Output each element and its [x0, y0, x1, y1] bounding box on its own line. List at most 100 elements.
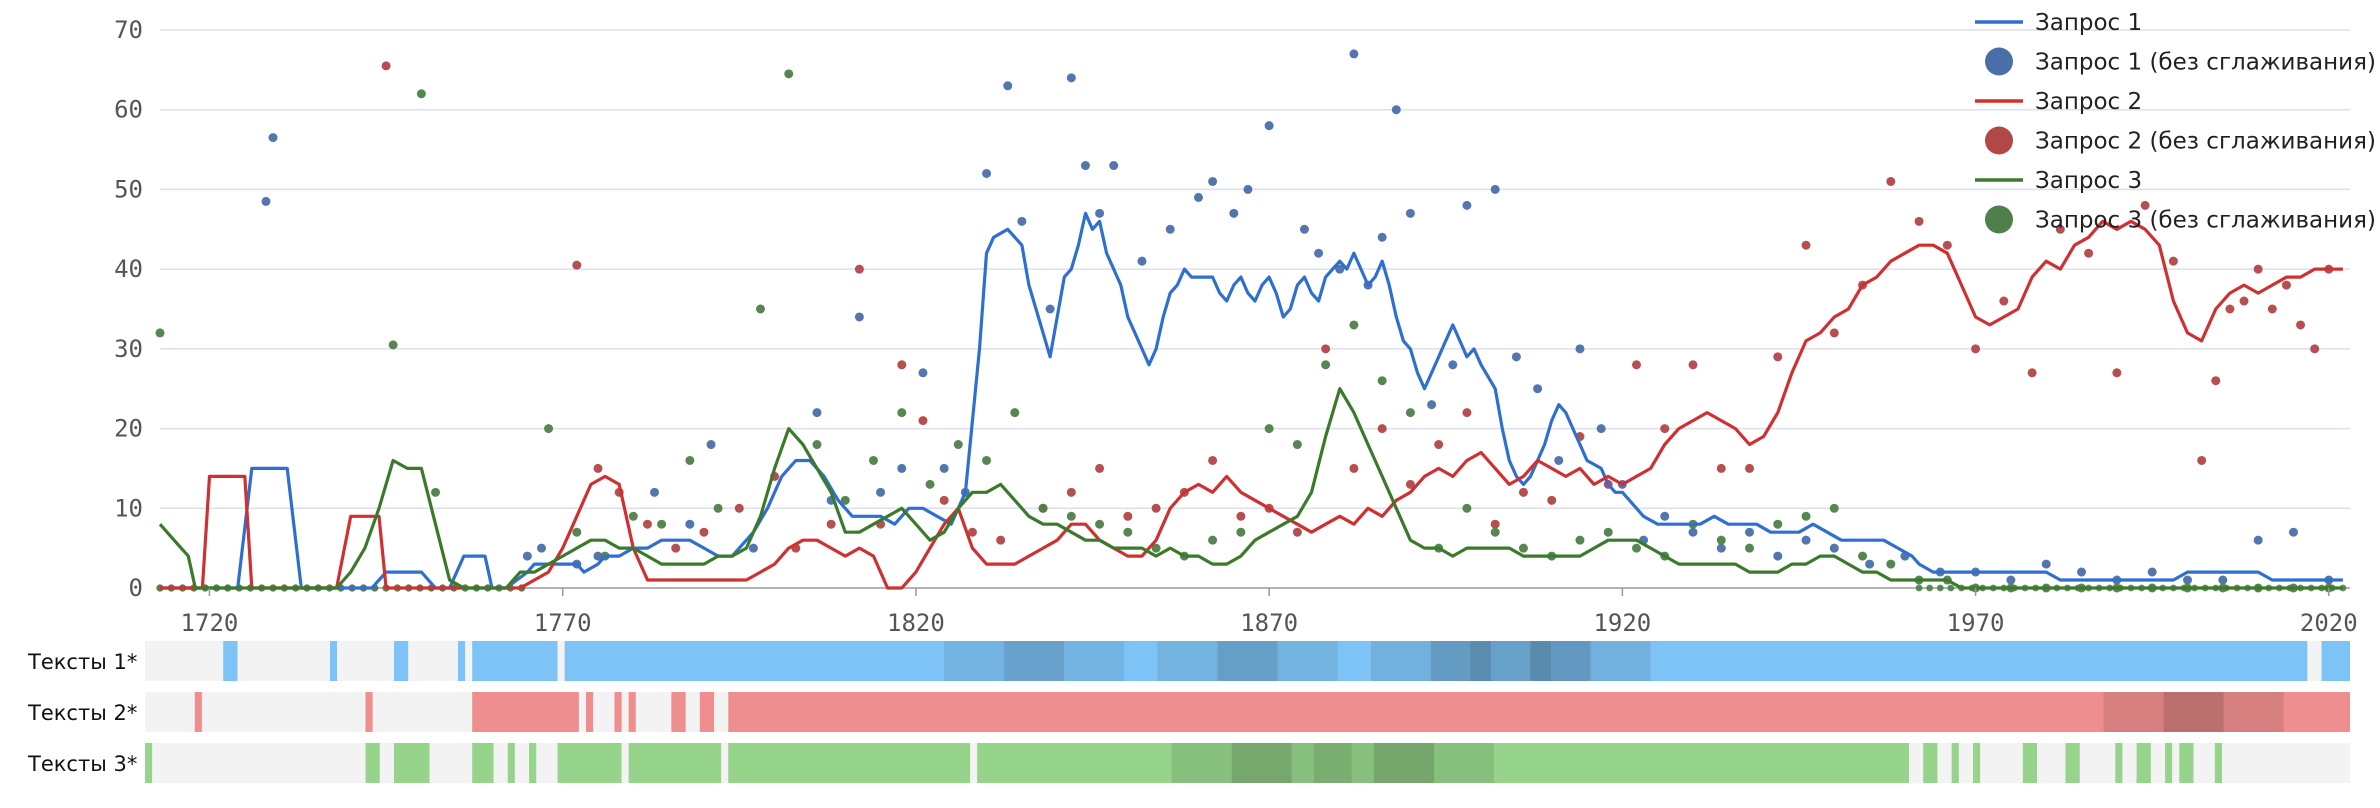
scatter-point: [1533, 384, 1543, 394]
strip-segment: [2065, 743, 2080, 783]
strip-density-band: [1004, 641, 1065, 681]
strip-segment: [628, 743, 722, 783]
strip-segment: [557, 743, 622, 783]
scatter-point: [2288, 527, 2298, 537]
scatter-point: [2077, 567, 2087, 577]
scatter-point: [1335, 264, 1345, 274]
legend-dot-swatch: [1985, 47, 2013, 76]
scatter-point: [897, 360, 907, 370]
scatter-point: [1017, 216, 1027, 226]
scatter-point: [812, 440, 822, 450]
scatter-point: [1066, 511, 1076, 521]
scatter-point: [1377, 376, 1387, 386]
x-tick-label: 1720: [181, 609, 239, 637]
scatter-point: [939, 495, 949, 505]
scatter-point: [1066, 487, 1076, 497]
legend-item[interactable]: Запрос 3: [1975, 168, 2142, 194]
scatter-point: [1829, 328, 1839, 338]
scatter-point: [2339, 584, 2347, 592]
strip-segment: [2022, 743, 2038, 783]
strip-density-band: [2103, 692, 2284, 732]
strip-segment: [728, 692, 2350, 732]
y-tick-label: 20: [114, 415, 143, 443]
scatter-point: [1936, 584, 1944, 592]
scatter-point: [431, 487, 441, 497]
legend-label: Запрос 2 (без сглаживания): [2035, 129, 2376, 155]
scatter-point: [1575, 535, 1585, 545]
strip-segment: [145, 743, 153, 783]
scatter-point: [1434, 440, 1444, 450]
strip-label: Тексты 3*: [27, 752, 137, 776]
scatter-point: [2281, 280, 2291, 290]
scatter-point: [982, 455, 992, 465]
legend-label: Запрос 2: [2035, 89, 2142, 115]
y-tick-label: 60: [114, 96, 143, 124]
scatter-point: [2253, 535, 2263, 545]
scatter-point: [1462, 200, 1472, 210]
scatter-point: [1236, 527, 1246, 537]
scatter-point: [1264, 424, 1274, 434]
scatter-point: [1349, 320, 1359, 330]
scatter-point: [1123, 527, 1133, 537]
scatter-point: [1603, 527, 1613, 537]
strip-segment: [699, 692, 715, 732]
scatter-point: [2027, 368, 2037, 378]
strip-segment: [472, 692, 579, 732]
legend-item[interactable]: Запрос 2: [1975, 89, 2142, 115]
scatter-point: [1151, 543, 1161, 553]
legend-item[interactable]: Запрос 1: [1975, 10, 2142, 36]
scatter-point: [840, 495, 850, 505]
legend-item[interactable]: Запрос 2 (без сглаживания): [1985, 126, 2376, 155]
x-tick-label: 2020: [2300, 609, 2358, 637]
scatter-point: [2041, 559, 2051, 569]
strip-segment: [2136, 743, 2151, 783]
scatter-point: [1448, 360, 1458, 370]
strip-segment: [194, 692, 202, 732]
scatter-point: [1801, 511, 1811, 521]
legend-item[interactable]: Запрос 1 (без сглаживания): [1985, 47, 2376, 76]
scatter-point: [1109, 161, 1119, 171]
scatter-point: [918, 368, 928, 378]
chart-legend[interactable]: Запрос 1 Запрос 1 (без сглаживания) Запрос…: [1975, 10, 2376, 234]
scatter-point: [854, 312, 864, 322]
scatter-point: [2183, 575, 2193, 585]
scatter-point: [2225, 304, 2235, 314]
scatter-point: [953, 440, 963, 450]
scatter-point: [1193, 192, 1203, 202]
legend-label: Запрос 1 (без сглаживания): [2035, 50, 2376, 76]
series-layer: [155, 49, 2347, 593]
scatter-point: [2140, 200, 2150, 210]
scatter-point: [1080, 161, 1090, 171]
y-tick-label: 50: [114, 175, 143, 203]
scatter-point: [1801, 240, 1811, 250]
scatter-point: [1165, 224, 1175, 234]
scatter-point: [268, 133, 278, 143]
strip-segment: [628, 692, 636, 732]
scatter-point: [1349, 49, 1359, 59]
scatter-point: [1716, 543, 1726, 553]
scatter-point: [1151, 503, 1161, 513]
scatter-point: [685, 519, 695, 529]
text-density-strip-3: Тексты 3*: [27, 743, 2350, 783]
scatter-point: [2147, 567, 2157, 577]
scatter-point: [967, 527, 977, 537]
scatter-point: [748, 543, 758, 553]
scatter-point: [155, 328, 165, 338]
scatter-point: [1321, 344, 1331, 354]
series-line-2: [160, 219, 2343, 590]
strip-segment: [529, 743, 537, 783]
strip-segment: [1951, 743, 1959, 783]
legend-item[interactable]: Запрос 3 (без сглаживания): [1985, 205, 2376, 234]
scatter-point: [925, 479, 935, 489]
strip-segment: [564, 641, 2308, 681]
strip-segment: [1923, 743, 1938, 783]
scatter-point: [2084, 248, 2094, 258]
scatter-point: [1292, 527, 1302, 537]
scatter-point: [2168, 256, 2178, 266]
scatter-point: [1971, 344, 1981, 354]
scatter-point: [1490, 184, 1500, 194]
text-density-strip-1: Тексты 1*: [27, 641, 2350, 681]
scatter-point: [869, 455, 879, 465]
scatter-point: [628, 511, 638, 521]
scatter-point: [1631, 543, 1641, 553]
